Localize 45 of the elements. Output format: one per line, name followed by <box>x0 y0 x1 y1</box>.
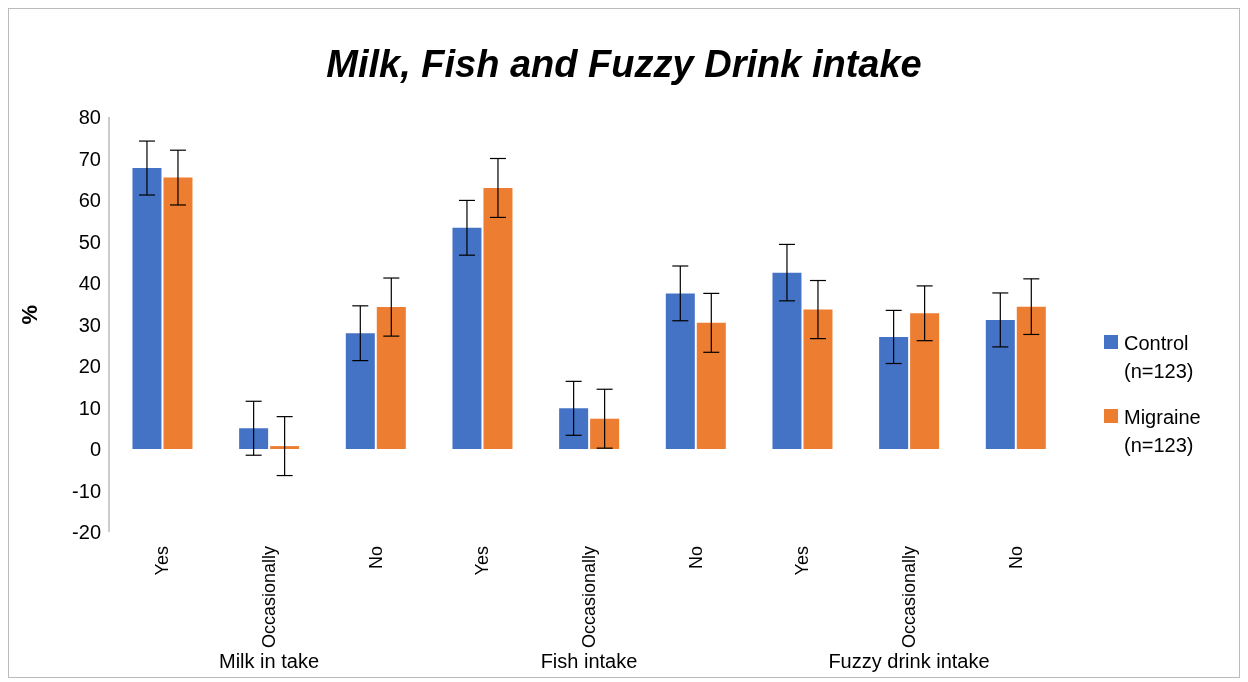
bar <box>559 408 589 449</box>
y-tick-label: 10 <box>78 396 101 419</box>
chart-title: Milk, Fish and Fuzzy Drink intake <box>325 43 923 86</box>
y-tick-label: 40 <box>78 272 101 295</box>
y-tick-label: 30 <box>78 313 101 336</box>
bar <box>696 322 726 449</box>
y-tick-label: 60 <box>78 189 101 212</box>
x-tick-label: No <box>365 546 386 570</box>
legend-label: Migraine (n=123) <box>1124 405 1202 458</box>
bar <box>483 187 513 449</box>
y-tick-label: 70 <box>78 147 101 170</box>
y-tick-label: 20 <box>78 355 101 378</box>
legend-label: Control (n=123) <box>1124 331 1195 384</box>
y-tick-label: 50 <box>78 230 101 253</box>
x-tick-label: Occasionally <box>259 546 279 649</box>
bar <box>803 309 833 449</box>
y-axis-title: % <box>16 304 42 325</box>
y-tick-label: 0 <box>89 438 101 461</box>
y-tick-label: -20 <box>72 521 101 544</box>
x-tick-label: No <box>1005 546 1026 570</box>
x-tick-label: Yes <box>472 546 493 576</box>
x-tick-label: Yes <box>152 546 173 576</box>
y-tick-label: -10 <box>72 479 101 502</box>
bar <box>985 319 1015 449</box>
x-tick-label: No <box>685 546 706 570</box>
bar <box>132 168 162 449</box>
x-tick-label: Yes <box>792 546 813 576</box>
x-tick-label: Occasionally <box>579 546 599 649</box>
bar <box>163 177 193 449</box>
bar <box>376 307 406 449</box>
bar <box>239 428 269 449</box>
bar <box>590 418 620 449</box>
bar <box>1016 306 1046 449</box>
bar <box>452 227 482 449</box>
bar <box>345 333 375 449</box>
y-tick-label: 80 <box>78 106 101 129</box>
text: Milk in take <box>218 650 320 673</box>
text: Fish intake <box>539 650 639 673</box>
bar <box>910 313 940 449</box>
bar <box>665 293 695 449</box>
bar <box>270 446 300 449</box>
text: Fuzzy drink intake <box>827 650 991 673</box>
x-tick-label: Occasionally <box>899 546 919 649</box>
bar <box>772 272 802 449</box>
bar <box>879 336 909 449</box>
